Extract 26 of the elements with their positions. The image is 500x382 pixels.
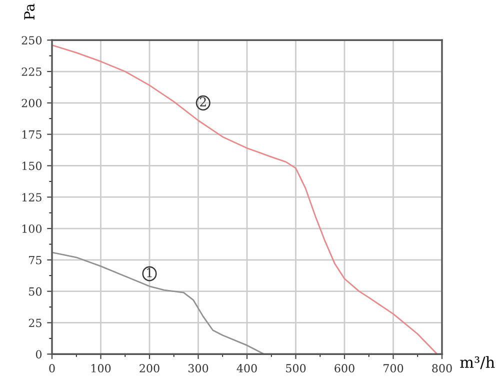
x-tick-label: 500 (286, 364, 306, 372)
y-tick-label: 175 (22, 130, 42, 139)
y-tick-label: 75 (29, 256, 42, 264)
y-tick-label: 25 (28, 318, 42, 328)
y-tick-label: 150 (22, 162, 42, 170)
x-tick-label: 100 (92, 364, 111, 372)
x-tick-label: 600 (334, 364, 354, 372)
y-tick-label: 100 (22, 224, 42, 233)
annotation: 1 (147, 268, 152, 278)
y-tick-label: 200 (22, 98, 42, 108)
x-tick-label: 400 (236, 364, 257, 372)
y-tick-label: 0 (36, 350, 42, 358)
line-series (52, 44, 438, 354)
x-tick-label: 800 (432, 364, 452, 372)
y-tick-label: 225 (22, 67, 42, 76)
annotation: 2 (200, 97, 206, 106)
x-tick-label: 0 (49, 364, 55, 372)
x-tick-label: 200 (140, 364, 160, 372)
x-tick-label: 700 (384, 364, 404, 372)
y-axis-title: Pa (24, 4, 35, 20)
x-tick-label: 300 (188, 364, 208, 372)
line-series (52, 252, 265, 354)
y-tick-label: 250 (22, 36, 42, 44)
x-axis-title: m³/h (460, 356, 495, 370)
y-tick-label: 50 (29, 287, 42, 296)
y-tick-label: 125 (22, 193, 42, 202)
